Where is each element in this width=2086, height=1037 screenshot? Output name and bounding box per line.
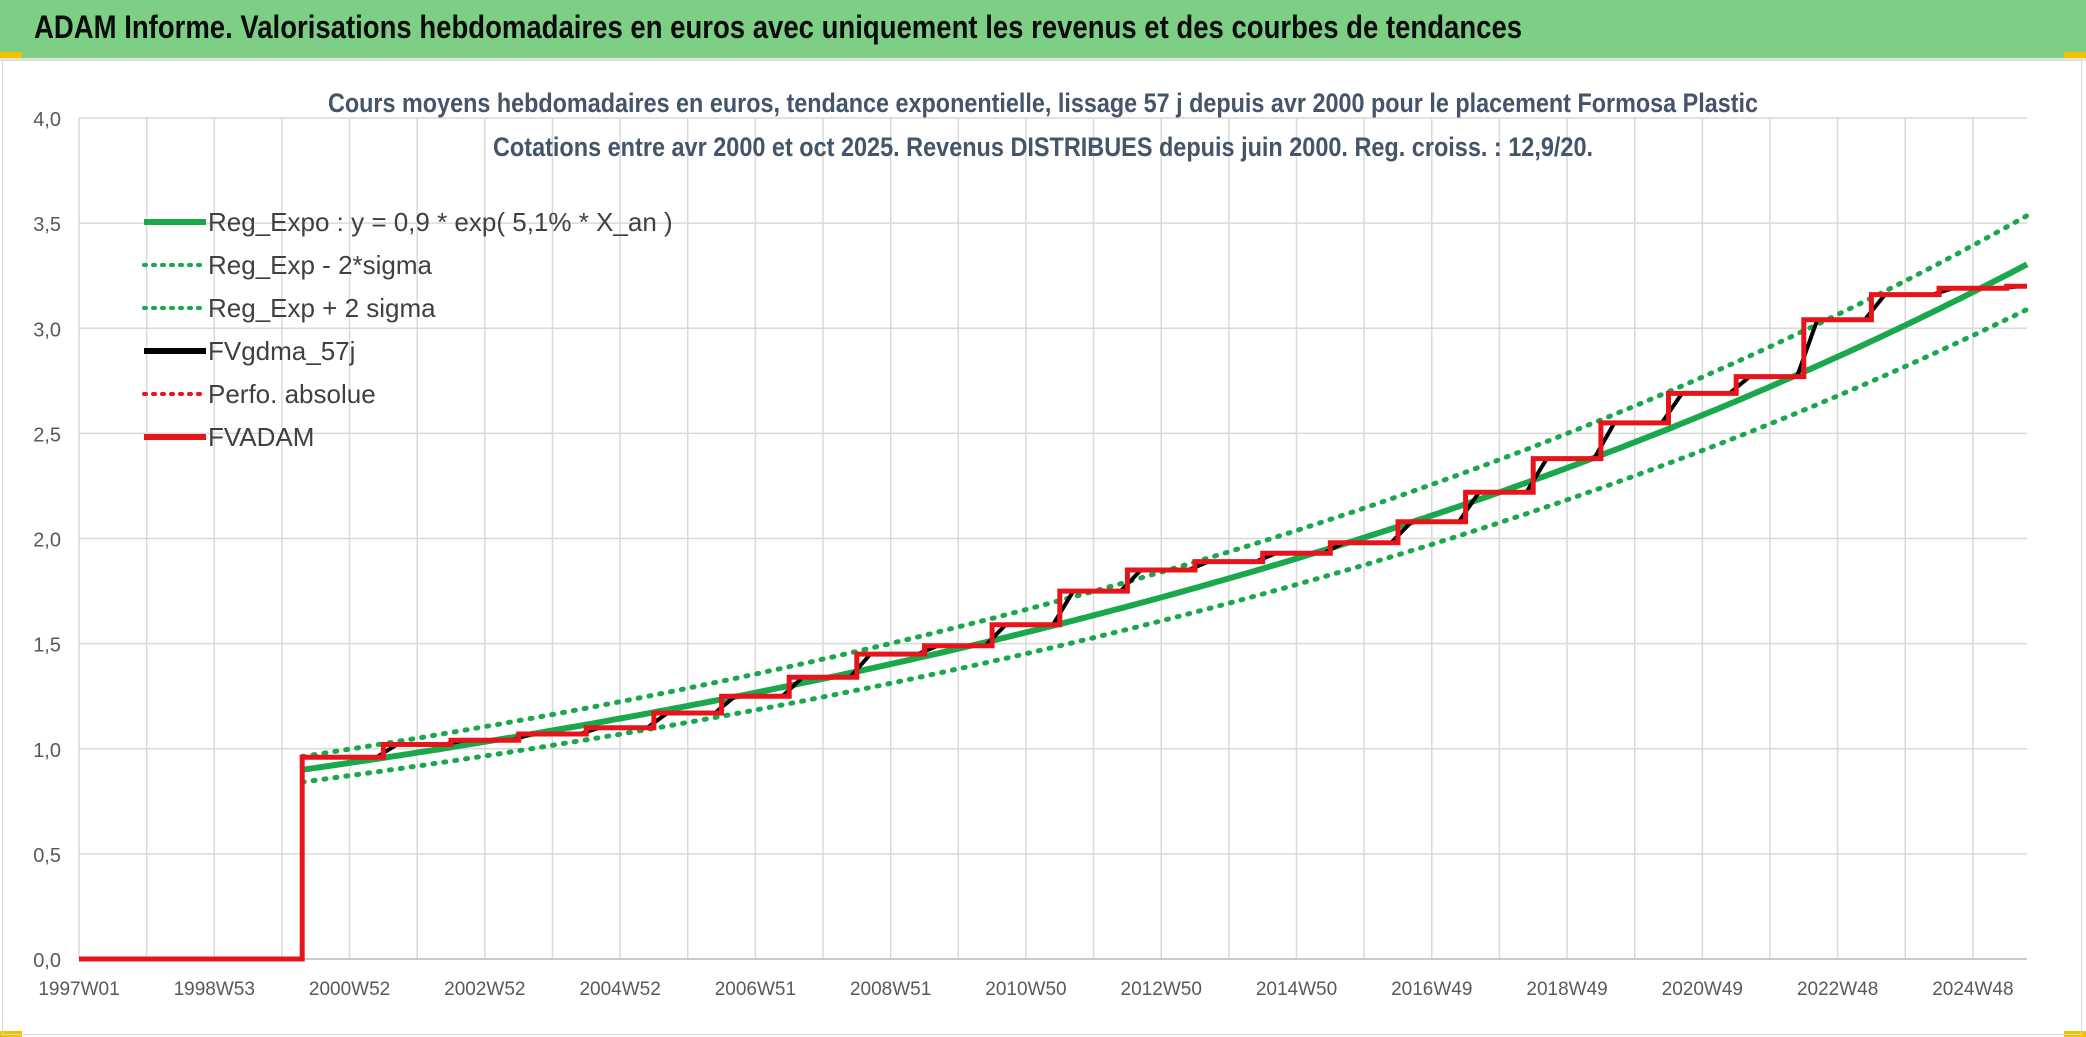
legend: Reg_Expo : y = 0,9 * exp( 5,1% * X_an ) R…	[142, 207, 673, 452]
x-tick-label: 2006W51	[715, 979, 796, 1000]
x-tick-label: 2024W48	[1932, 979, 2013, 1000]
legend-label: FVgdma_57j	[208, 336, 355, 366]
x-tick-label: 2016W49	[1391, 979, 1472, 1000]
legend-label: Reg_Expo : y = 0,9 * exp( 5,1% * X_an )	[208, 207, 673, 237]
x-tick-label: 2014W50	[1256, 979, 1337, 1000]
x-tick-label: 2010W50	[985, 979, 1066, 1000]
y-tick-label: 0,0	[33, 950, 61, 972]
report-title: ADAM Informe. Valorisations hebdomadaire…	[34, 9, 1523, 45]
x-tick-label: 2002W52	[444, 979, 525, 1000]
corner-mark-right	[2064, 52, 2086, 58]
legend-label: FVADAM	[208, 422, 314, 452]
gridlines	[78, 117, 2027, 960]
x-tick-label: 2004W52	[579, 979, 660, 1000]
x-tick-label: 2022W48	[1797, 979, 1878, 1000]
legend-label: Reg_Exp - 2*sigma	[208, 250, 433, 280]
series-reg-exp-minus-2sigma	[299, 307, 2030, 785]
chart-frame	[2, 60, 2082, 1035]
x-tick-label: 2000W52	[309, 979, 390, 1000]
y-tick-label: 3,0	[33, 319, 61, 341]
x-tick-label: 1998W53	[174, 979, 255, 1000]
chart-title: Cours moyens hebdomadaires en euros, ten…	[328, 88, 1758, 118]
corner-mark-left	[0, 52, 22, 58]
report-banner: ADAM Informe. Valorisations hebdomadaire…	[0, 0, 2086, 61]
y-tick-label: 0,5	[33, 845, 61, 867]
series-reg-exp-plus-2sigma	[299, 213, 2030, 759]
x-tick-label: 2012W50	[1121, 979, 1202, 1000]
y-tick-label: 3,5	[33, 214, 61, 236]
chart-subtitle: Cotations entre avr 2000 et oct 2025. Re…	[493, 132, 1593, 162]
y-tick-label: 4,0	[33, 109, 61, 131]
y-tick-label: 2,5	[33, 424, 61, 446]
x-tick-label: 2008W51	[850, 979, 931, 1000]
y-tick-label: 1,5	[33, 635, 61, 657]
x-tick-label: 1997W01	[38, 979, 119, 1000]
x-tick-label: 2020W49	[1662, 979, 1743, 1000]
x-tick-label: 2018W49	[1526, 979, 1607, 1000]
legend-label: Perfo. absolue	[208, 379, 376, 409]
legend-label: Reg_Exp + 2 sigma	[208, 293, 436, 323]
series-reg-expo	[301, 261, 2029, 773]
y-tick-label: 2,0	[33, 530, 61, 552]
series-fvadam	[79, 283, 2027, 962]
series	[79, 213, 2030, 962]
y-tick-label: 1,0	[33, 740, 61, 762]
axis-labels: 0,0 0,5 1,0 1,5 2,0 2,5 3,0 3,5 4,0 1997W01 1998W5…	[33, 109, 2013, 1000]
